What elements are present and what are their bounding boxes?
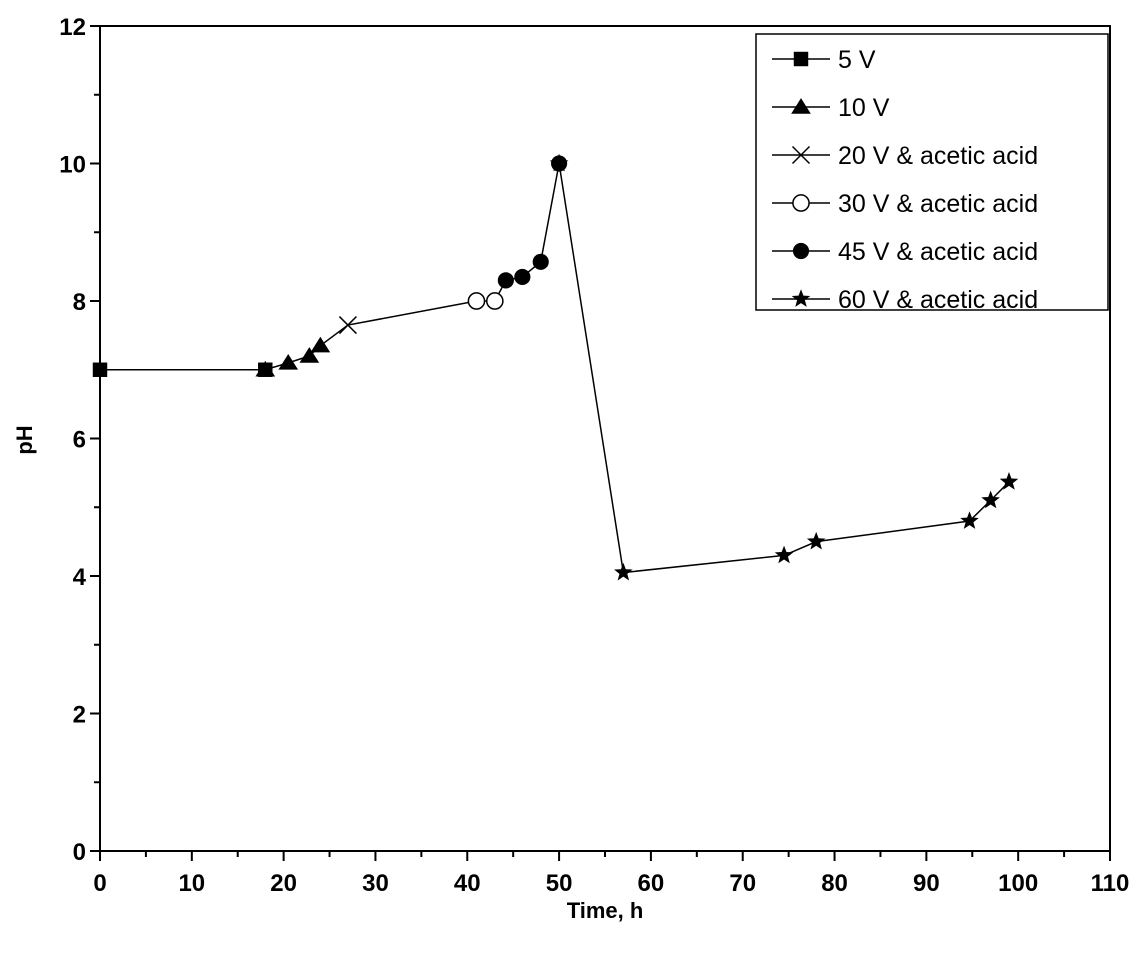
data-point [999,472,1019,490]
legend-marker [793,51,809,67]
y-tick-label: 0 [73,839,86,866]
legend-entry: 45 V & acetic acid [772,238,1038,266]
x-axis: 0 10 20 30 40 50 60 70 80 90 100 110 [93,851,1129,897]
legend-entry: 20 V & acetic acid [772,142,1038,170]
series-6 [549,153,1019,581]
x-tick-label: 40 [454,870,481,897]
y-tick-label: 12 [59,14,86,41]
data-point [532,253,549,270]
legend-entry: 10 V [772,94,890,122]
data-marker-layer [92,153,1019,581]
x-tick-label: 10 [178,870,205,897]
x-tick-label: 0 [93,870,106,897]
y-tick-label: 2 [73,702,86,729]
legend-marker [791,145,811,165]
data-point [981,490,1000,509]
legend-entry: 5 V [772,46,876,74]
data-point [806,531,826,550]
legend-marker [792,194,810,212]
y-tick-label: 6 [73,427,86,454]
legend-label: 30 V & acetic acid [838,190,1038,218]
data-point [467,292,486,310]
data-point [514,268,531,286]
legend-label: 20 V & acetic acid [838,142,1038,170]
legend-marker [791,98,811,114]
x-tick-label: 50 [546,870,573,897]
x-tick-label: 100 [998,870,1038,897]
x-tick-label: 110 [1091,870,1130,897]
data-point [614,562,633,581]
legend-label: 45 V & acetic acid [838,238,1038,266]
series-2 [255,336,331,377]
y-tick-label: 10 [59,152,86,179]
legend-entry: 60 V & acetic acid [772,286,1038,314]
series-4 [467,292,504,310]
data-point [774,545,794,564]
y-tick-label: 4 [73,564,87,591]
legend: 5 V 10 V 20 V & acetic acid 30 V & acetic a… [755,33,1109,314]
series-3 [338,316,357,335]
y-tick-label: 8 [73,289,86,316]
data-point [960,511,979,529]
data-point [338,316,357,335]
data-point [549,153,569,172]
x-tick-label: 30 [362,870,389,897]
data-point [278,353,299,370]
y-axis-title: pH [12,425,37,454]
legend-marker [791,289,811,307]
data-point [485,292,504,310]
legend-label: 60 V & acetic acid [838,286,1038,314]
legend-entry: 30 V & acetic acid [772,190,1038,218]
x-tick-label: 90 [913,870,940,897]
x-tick-label: 80 [821,870,848,897]
legend-label: 10 V [838,94,890,122]
x-tick-label: 60 [638,870,665,897]
y-axis: 0 2 4 6 8 10 12 [59,14,100,866]
legend-frame [755,33,1109,311]
legend-label: 5 V [838,46,876,74]
legend-marker [792,242,810,260]
x-axis-title: Time, h [567,898,644,923]
data-point [299,347,320,363]
data-point [310,336,331,353]
x-tick-label: 20 [270,870,297,897]
data-point [497,272,514,289]
data-point [255,360,276,377]
x-tick-label: 70 [729,870,756,897]
